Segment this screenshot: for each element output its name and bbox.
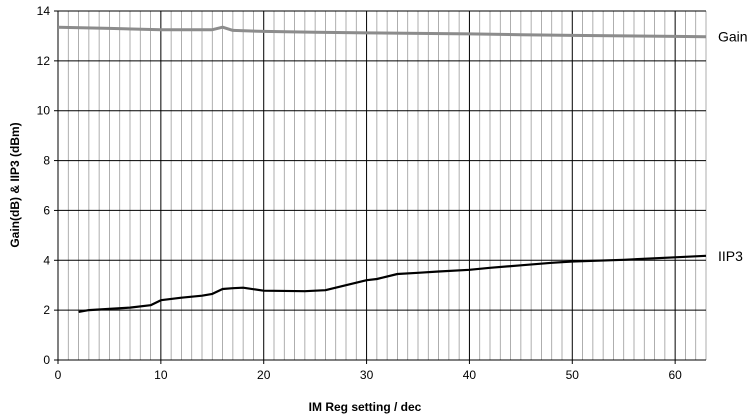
series-line-gain xyxy=(57,25,707,39)
x-tick-label: 0 xyxy=(55,368,62,382)
labels-layer: Gain IIP3 xyxy=(718,29,748,264)
y-tick-label: 2 xyxy=(43,303,50,317)
series-label-gain: Gain xyxy=(718,29,748,45)
x-tick-label: 20 xyxy=(257,368,271,382)
y-tick-label: 6 xyxy=(43,203,50,217)
y-tick-label: 14 xyxy=(37,4,51,18)
grid xyxy=(58,10,707,360)
series-layer xyxy=(57,25,707,313)
y-axis-title: Gain(dB) & IIP3 (dBm) xyxy=(8,122,22,247)
y-tick-label: 10 xyxy=(37,104,51,118)
x-tick-label: 50 xyxy=(566,368,580,382)
series-line-iip3 xyxy=(78,254,707,313)
x-tick-label: 30 xyxy=(360,368,374,382)
y-tick-label: 12 xyxy=(37,54,51,68)
axes: 0 10 20 30 40 50 60 0 2 4 6 8 10 12 14 xyxy=(37,4,706,382)
x-axis-title: IM Reg setting / dec xyxy=(309,400,422,414)
y-tick-label: 0 xyxy=(43,353,50,367)
x-tick-label: 60 xyxy=(668,368,682,382)
series-label-iip3: IIP3 xyxy=(718,248,743,264)
x-tick-label: 10 xyxy=(154,368,168,382)
y-tick-label: 8 xyxy=(43,154,50,168)
x-tick-label: 40 xyxy=(463,368,477,382)
y-tick-label: 4 xyxy=(43,253,50,267)
